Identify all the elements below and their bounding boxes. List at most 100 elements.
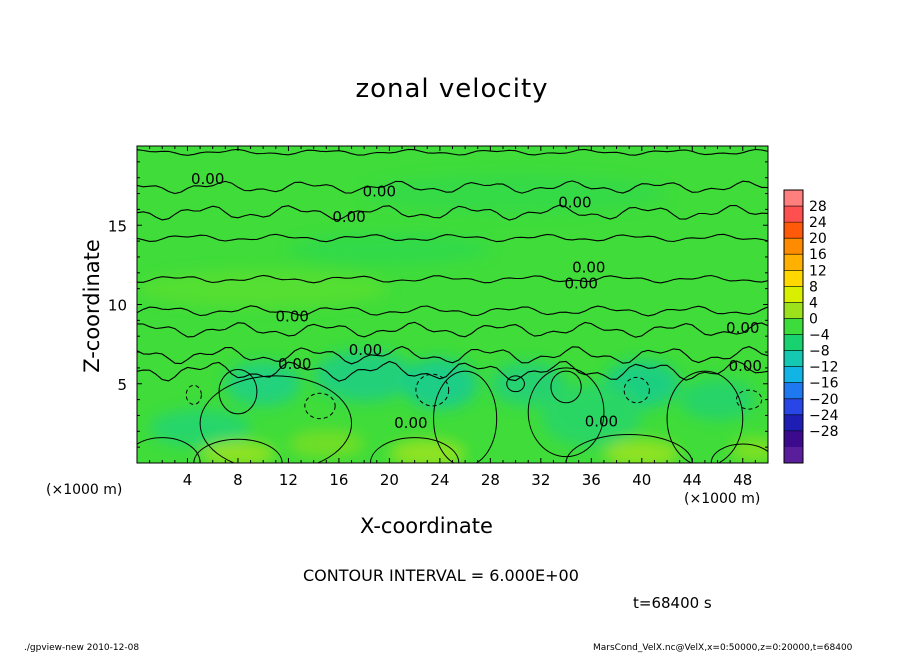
colorbar-frame: [783, 189, 804, 464]
colorbar-label: 12: [809, 263, 827, 279]
contour-negative: [623, 376, 650, 404]
contour-label: 0.00: [726, 319, 759, 337]
contour-line: [137, 321, 768, 338]
colorbar-label: −20: [809, 392, 839, 408]
field-blob: [288, 233, 491, 265]
y-tick-label: 10: [108, 297, 127, 315]
colorbar-label: −24: [809, 408, 839, 424]
colorbar-label: 24: [809, 215, 827, 231]
footer-source: MarsCond_VelX.nc@VelX,x=0:50000,z=0:2000…: [593, 643, 853, 653]
x-tick-label: 44: [683, 471, 702, 489]
x-tick-label: 20: [380, 471, 399, 489]
contour-ring: [666, 370, 744, 463]
colorbar-swatch: [784, 446, 803, 464]
field-shading: [137, 174, 768, 463]
x-axis-label: X-coordinate: [360, 514, 493, 538]
x-tick-label: 48: [733, 471, 752, 489]
contour-line: [137, 305, 768, 317]
y-tick-label: 15: [108, 217, 127, 235]
time-label: t=68400 s: [633, 594, 712, 612]
colorbar-swatch: [784, 254, 803, 271]
y-axis-label: Z-coordinate: [80, 239, 104, 373]
contour-label: 0.00: [729, 357, 762, 375]
colorbar-swatch: [784, 286, 803, 303]
contour-label: 0.00: [572, 259, 605, 277]
contour-label: 0.00: [363, 182, 396, 200]
x-tick-label: 4: [183, 471, 193, 489]
colorbar-label: −8: [809, 344, 830, 360]
colorbar-swatch: [784, 334, 803, 352]
contour-line: [137, 180, 768, 195]
x-axis-unit: (×1000 m): [684, 491, 761, 507]
contour-ring: [193, 438, 283, 463]
colorbar-swatch: [784, 398, 803, 416]
colorbar-swatch: [784, 350, 803, 368]
colorbar-swatch: [784, 206, 803, 223]
contour-label: 0.00: [585, 412, 618, 430]
contour-labels: 0.000.000.000.000.000.000.000.000.000.00…: [191, 170, 762, 432]
colorbar-label: −28: [809, 424, 839, 440]
colorbar-swatch: [784, 414, 803, 432]
x-tick-label: 12: [279, 471, 298, 489]
contour-line: [137, 204, 768, 221]
field-blob: [540, 383, 642, 448]
contour-negative: [185, 384, 202, 405]
colorbar-label: 20: [809, 231, 827, 247]
colorbar-label: −12: [809, 360, 839, 376]
contour-ring: [527, 367, 605, 458]
contour-ring: [710, 443, 768, 463]
contour-label: 0.00: [565, 274, 598, 292]
colorbar-label: 4: [809, 295, 818, 311]
colorbar-label: 0: [809, 311, 818, 327]
contour-ring: [433, 370, 498, 463]
colorbar-swatch: [784, 366, 803, 384]
contour-label: 0.00: [278, 355, 311, 373]
colorbar-label: −4: [809, 328, 830, 344]
field-blob: [490, 361, 567, 406]
colorbar-swatch: [784, 302, 803, 319]
y-tick-label: 5: [117, 376, 127, 394]
x-tick-label: 24: [430, 471, 449, 489]
chart-title: zonal velocity: [355, 74, 549, 104]
contour-negative: [415, 373, 450, 407]
colorbar-swatch: [784, 222, 803, 239]
contour-line: [137, 233, 768, 243]
y-axis-unit: (×1000 m): [46, 482, 123, 498]
x-tick-label: 8: [233, 471, 243, 489]
field-blob: [313, 350, 415, 402]
field-blob: [200, 440, 276, 463]
colorbar-swatch: [784, 430, 803, 448]
field-blob: [603, 439, 680, 463]
x-tick-label: 16: [329, 471, 348, 489]
contour-label: 0.00: [332, 208, 365, 226]
colorbar-swatch: [784, 382, 803, 400]
contour-ring: [137, 437, 201, 463]
contour-ring: [199, 375, 353, 463]
x-tick-label: 40: [632, 471, 651, 489]
contour-line: [137, 360, 768, 382]
colorbar-label: −16: [809, 376, 839, 392]
field-blob: [402, 358, 478, 410]
contour-interval: CONTOUR INTERVAL = 6.000E+00: [303, 566, 579, 585]
colorbar-label: 28: [809, 199, 827, 215]
contour-ring: [550, 370, 582, 404]
contour-lines: [137, 148, 768, 463]
field-blob: [225, 361, 302, 406]
contour-negative: [735, 389, 763, 410]
x-tick-label: 32: [531, 471, 550, 489]
colorbar-label: 8: [809, 279, 818, 295]
contour-label: 0.00: [394, 414, 427, 432]
x-tick-label: 36: [582, 471, 601, 489]
contour-ring: [369, 437, 460, 463]
contour-line: [137, 148, 768, 156]
field-blob: [679, 378, 756, 421]
contour-label: 0.00: [558, 194, 591, 212]
field-blob: [288, 429, 365, 459]
x-tick-label: 28: [481, 471, 500, 489]
footer-program: ./gpview-new 2010-12-08: [24, 643, 140, 653]
velocity-field: [137, 146, 768, 463]
colorbar-swatch: [784, 190, 803, 207]
